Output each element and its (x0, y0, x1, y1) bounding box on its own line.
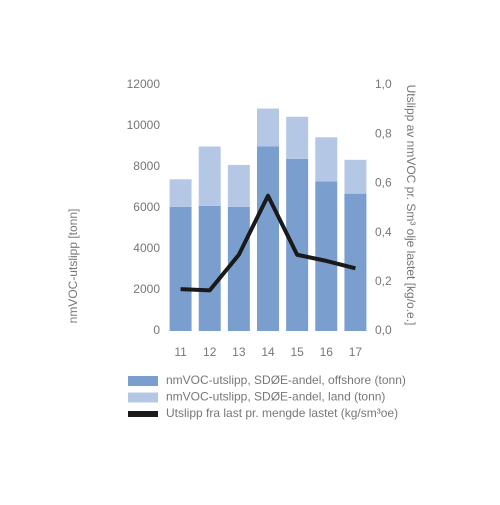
y2-tick-label: 0,0 (375, 323, 392, 337)
bar (227, 164, 250, 207)
bar (169, 179, 192, 207)
legend-swatch (128, 411, 158, 417)
legend-swatch (128, 392, 158, 403)
y-tick-label: 10000 (127, 118, 161, 132)
bar (198, 146, 221, 206)
legend-label: nmVOC-utslipp, SDØE-andel, land (tonn) (166, 390, 385, 404)
y-axis-label: nmVOC-utslipp [tonn] (66, 209, 80, 324)
bar (286, 116, 309, 159)
y2-tick-label: 0,6 (375, 176, 392, 190)
y-tick-label: 12000 (127, 77, 161, 91)
y2-tick-label: 0,4 (375, 225, 392, 239)
x-tick-label: 16 (320, 345, 334, 359)
line (180, 193, 356, 293)
bar (257, 146, 279, 331)
bar (315, 137, 338, 182)
x-tick-label: 13 (232, 345, 246, 359)
y-tick-label: 6000 (133, 200, 160, 214)
bar (257, 108, 279, 147)
y-tick-label: 4000 (133, 241, 160, 255)
legend-swatch (128, 376, 158, 386)
x-tick-label: 11 (174, 345, 187, 359)
bar (315, 181, 338, 331)
bar (286, 158, 309, 331)
bar (169, 206, 192, 331)
y-tick-label: 2000 (133, 282, 160, 296)
y2-tick-label: 0,2 (375, 274, 392, 288)
legend-label: nmVOC-utslipp, SDØE-andel, offshore (ton… (166, 373, 406, 387)
legend-label: Utslipp fra last pr. mengde lastet (kg/s… (166, 406, 398, 420)
bar (344, 159, 367, 194)
y2-tick-label: 1,0 (375, 77, 392, 91)
x-tick-label: 17 (349, 345, 363, 359)
x-tick-label: 15 (290, 345, 304, 359)
y-tick-label: 8000 (133, 159, 160, 173)
bar (198, 205, 221, 331)
bar (227, 206, 250, 331)
x-tick-label: 14 (261, 345, 275, 359)
bar (344, 193, 367, 331)
y-tick-label: 0 (153, 323, 160, 337)
y2-axis-label: Utslipp av nmVOC pr. Sm³ olje lastet [kg… (404, 85, 418, 326)
y2-tick-label: 0,8 (375, 126, 392, 140)
x-tick-label: 12 (203, 345, 217, 359)
